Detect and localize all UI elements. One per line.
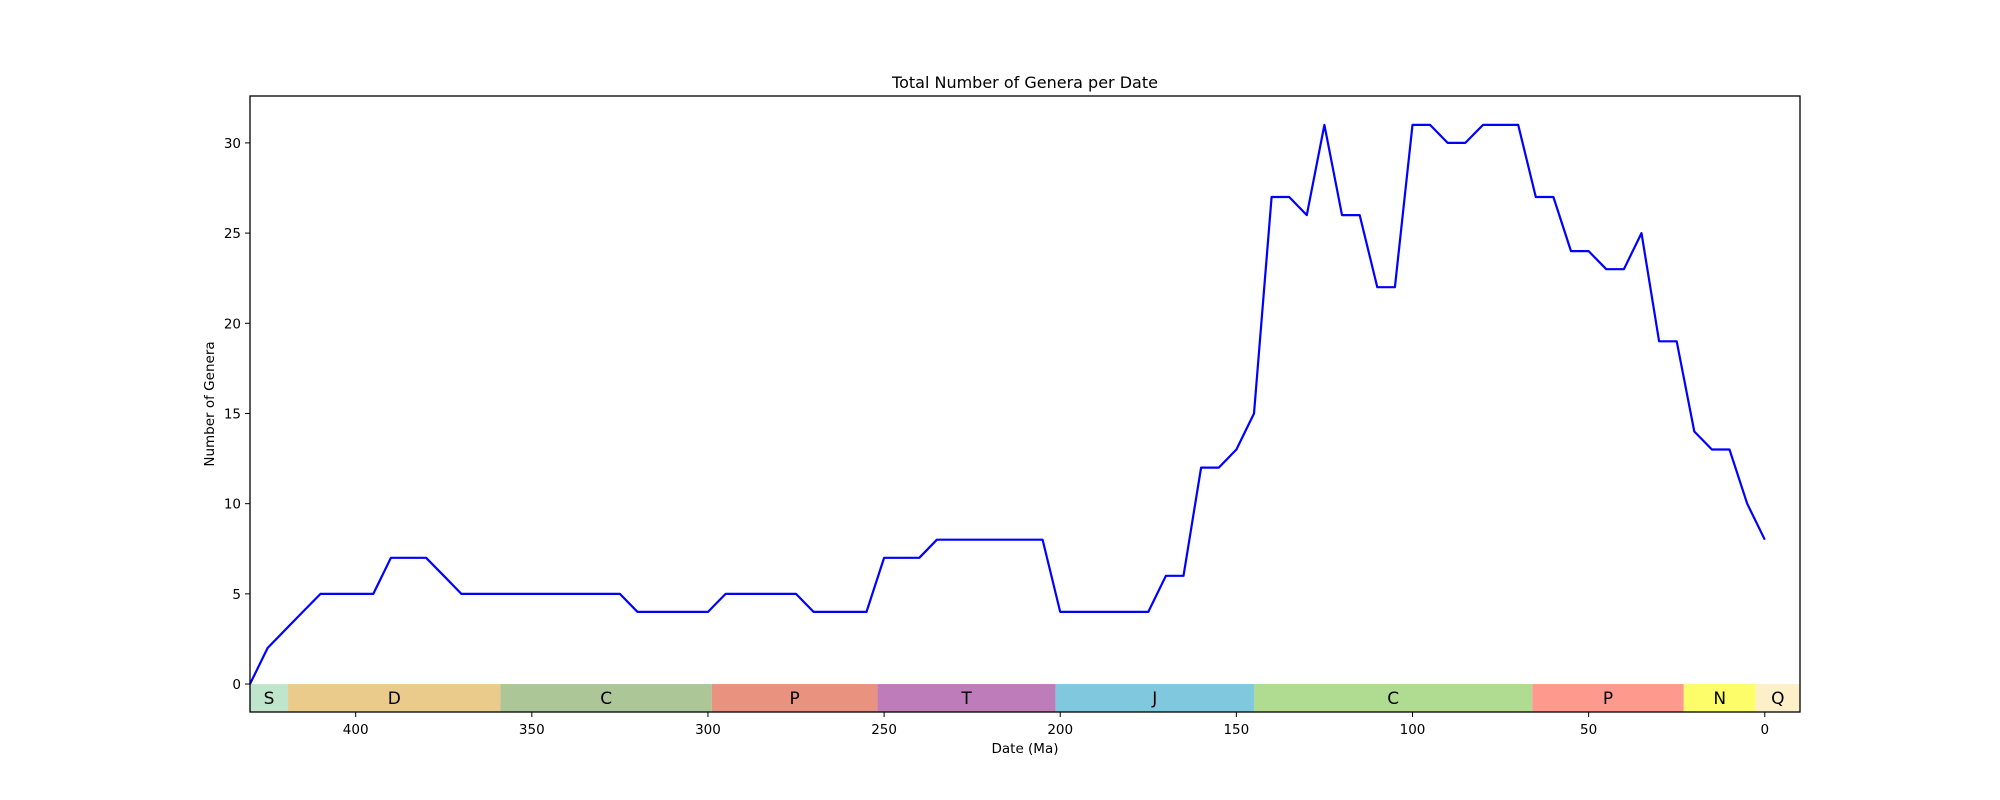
y-tick-label: 25 [224,226,241,242]
period-band [711,684,878,712]
y-tick-label: 30 [224,136,241,152]
x-axis: 400 350 300 250 200 150 100 50 0 [343,712,1769,738]
x-tick-label: 150 [1223,722,1249,738]
x-tick-label: 250 [871,722,897,738]
period-label: S [264,689,275,709]
y-tick-label: 10 [224,497,241,513]
x-tick-label: 350 [519,722,545,738]
y-tick-label: 5 [232,587,241,603]
period-band [1253,684,1533,712]
x-tick-label: 200 [1047,722,1073,738]
x-tick-label: 0 [1760,722,1769,738]
period-band [877,684,1056,712]
x-tick-label: 50 [1580,722,1597,738]
period-band [1755,684,1800,712]
period-label: T [960,689,972,709]
period-band [1683,684,1756,712]
period-label: C [1387,689,1399,709]
period-label: N [1713,689,1726,709]
x-tick-label: 100 [1400,722,1426,738]
period-band [500,684,712,712]
y-tick-label: 20 [224,316,241,332]
x-tick-label: 400 [343,722,369,738]
period-band [288,684,501,712]
period-label: J [1151,689,1157,709]
series-line-group [249,123,1766,685]
period-label: P [789,689,799,709]
x-tick-label: 300 [695,722,721,738]
y-tick-label: 0 [232,677,241,693]
chart-title: Total Number of Genera per Date [891,73,1158,92]
period-label: D [388,689,401,709]
period-band [1055,684,1254,712]
period-label: Q [1771,689,1784,709]
period-label: P [1603,689,1613,709]
period-label: C [600,689,612,709]
period-band [250,684,289,712]
y-tick-label: 15 [224,406,241,422]
x-axis-label: Date (Ma) [991,741,1058,757]
plot-frame [249,95,1801,713]
y-axis-label: Number of Genera [202,341,218,466]
series-line [249,123,1766,685]
y-axis: 0 5 10 15 20 25 30 [224,136,250,693]
period-band [1532,684,1684,712]
